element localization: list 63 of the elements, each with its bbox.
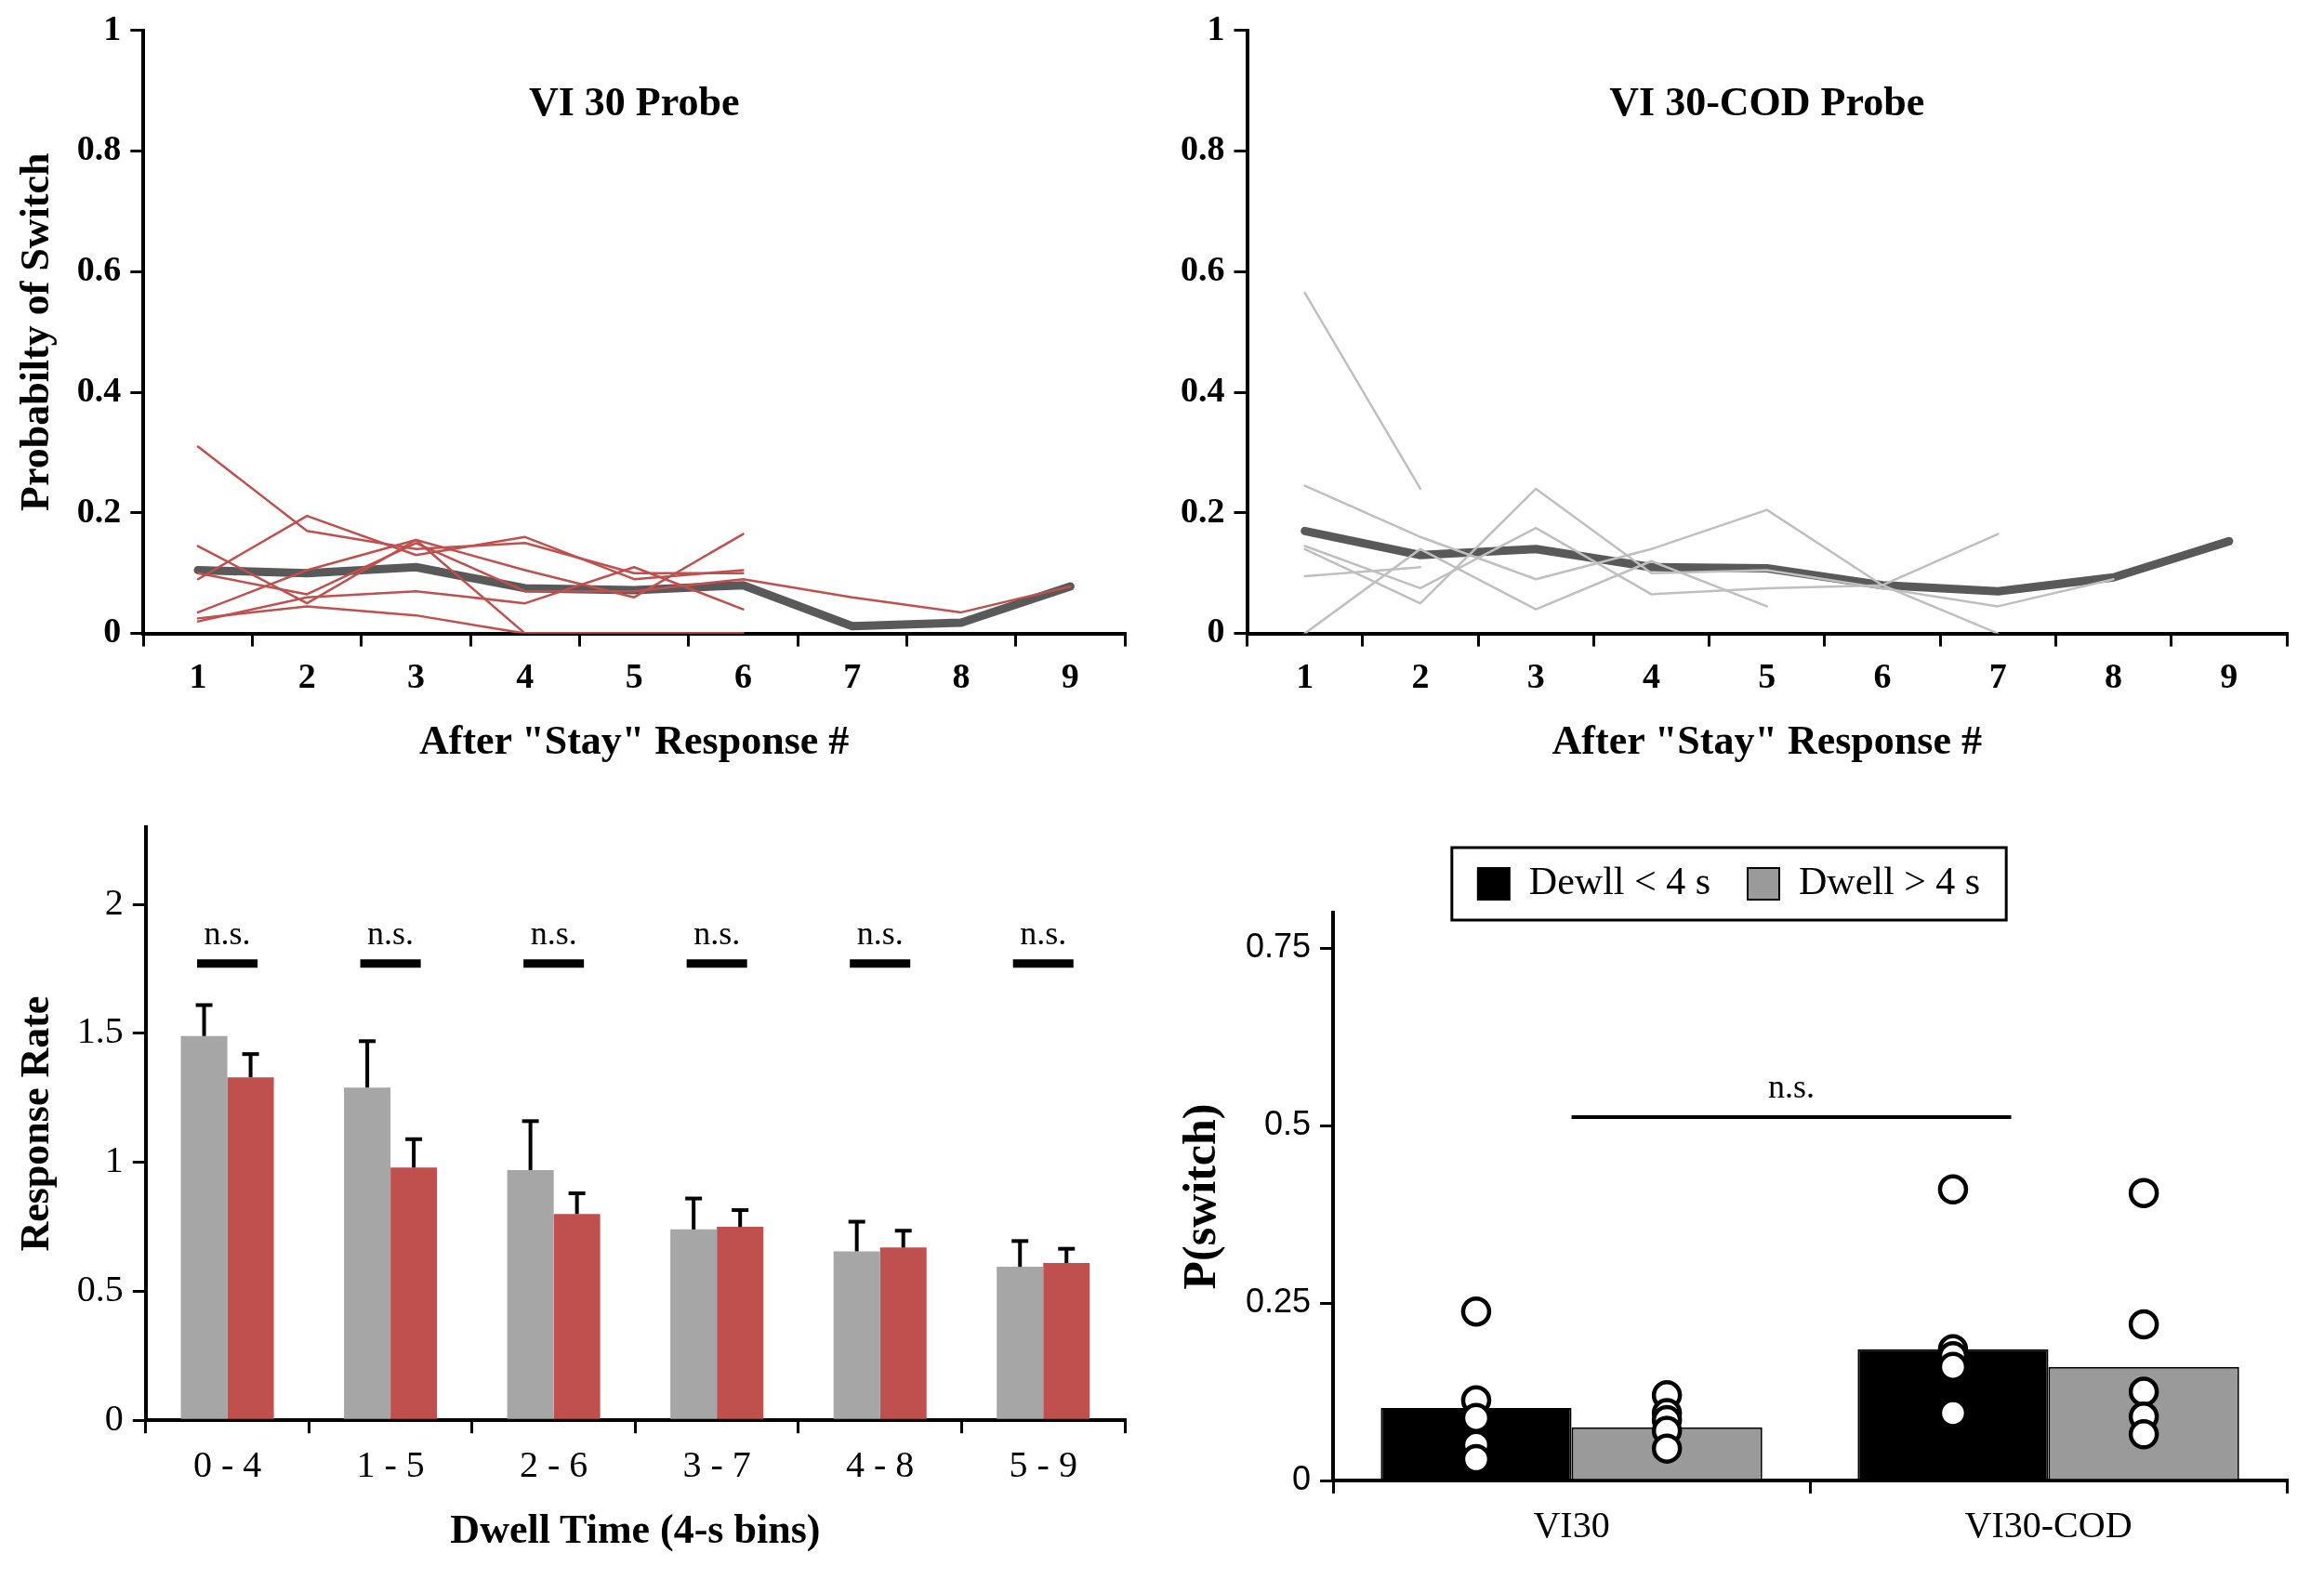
x-tick-label: 0 - 4 [192, 1442, 262, 1485]
y-tick-label: 2 [104, 880, 124, 923]
x-tick-label: 6 [1873, 656, 1892, 696]
x-tick-label: 2 - 6 [519, 1442, 588, 1485]
x-tick-label: 2 [1411, 656, 1430, 696]
annotation: n.s. [1020, 915, 1067, 953]
x-tick-label: 7 [843, 656, 862, 696]
x-tick-label: 4 - 8 [846, 1442, 915, 1485]
x-axis-title: Dwell Time (4-s bins) [450, 1506, 821, 1552]
legend-label: Dwell > 4 s [1799, 860, 1981, 903]
annotation: n.s. [856, 915, 904, 953]
annotation: n.s. [367, 915, 415, 953]
y-tick-label: 1.5 [76, 1009, 124, 1052]
annotation: n.s. [204, 915, 251, 953]
x-tick-label: 4 [516, 656, 535, 696]
y-tick-label: 0.5 [76, 1267, 124, 1309]
y-tick-label: 0.4 [76, 369, 122, 409]
annotation: n.s. [1768, 1068, 1816, 1106]
y-tick-label: 0.8 [76, 128, 122, 168]
y-tick-label: 0.4 [1181, 369, 1225, 409]
x-tick-label: VI30 [1533, 1503, 1610, 1546]
text: VI 30 Probe [528, 79, 740, 125]
x-tick-label: 5 [625, 656, 643, 696]
x-tick-label: 3 [407, 656, 426, 696]
y-tick-label: 1 [104, 1138, 124, 1181]
x-tick-label: 9 [1061, 656, 1079, 696]
y-tick-label: 0.6 [1181, 249, 1225, 289]
x-tick-label: 9 [2220, 656, 2238, 696]
y-tick-label: 1 [1207, 7, 1225, 47]
x-tick-label: 1 [189, 656, 207, 696]
x-tick-label: 5 [1758, 656, 1776, 696]
y-tick-label: 0.8 [1181, 128, 1225, 168]
x-tick-label: 6 [733, 656, 752, 696]
y-tick-label: 0 [103, 611, 122, 651]
legend-label: Dewll < 4 s [1528, 860, 1711, 903]
annotation: n.s. [693, 915, 741, 953]
x-tick-label: 5 - 9 [1009, 1442, 1077, 1485]
y-tick-label: 0.2 [76, 490, 122, 530]
annotation: n.s. [530, 915, 577, 953]
x-tick-label: 1 - 5 [356, 1442, 425, 1485]
y-tick-label: 0.75 [1245, 927, 1312, 966]
y-tick-label: 0.5 [1264, 1104, 1312, 1143]
x-tick-label: 4 [1642, 656, 1660, 696]
y-tick-label: 0.25 [1245, 1281, 1312, 1320]
y-tick-label: 0.2 [1181, 490, 1225, 530]
y-tick-label: 0 [1292, 1458, 1312, 1497]
y-tick-label: 0 [104, 1396, 124, 1439]
x-tick-label: VI30-COD [1964, 1503, 2133, 1546]
x-tick-label: 3 [1526, 656, 1545, 696]
y-tick-label: 0.6 [76, 249, 122, 289]
y-tick-label: 1 [103, 7, 122, 47]
x-axis-title: After "Stay" Response # [418, 717, 850, 763]
y-tick-label: 0 [1207, 611, 1225, 651]
x-axis-title: After "Stay" Response # [1552, 717, 1982, 763]
x-tick-label: 7 [1988, 656, 2007, 696]
y-axis-title: Response Rate [11, 995, 58, 1252]
x-tick-label: 3 - 7 [682, 1442, 751, 1485]
y-axis-title: P(switch) [1172, 1103, 1225, 1290]
x-tick-label: 8 [2105, 656, 2123, 696]
text: VI 30-COD Probe [1609, 79, 1925, 125]
y-axis-title: Probabilty of Switch [11, 152, 58, 511]
x-tick-label: 8 [952, 656, 971, 696]
x-tick-label: 2 [297, 656, 316, 696]
